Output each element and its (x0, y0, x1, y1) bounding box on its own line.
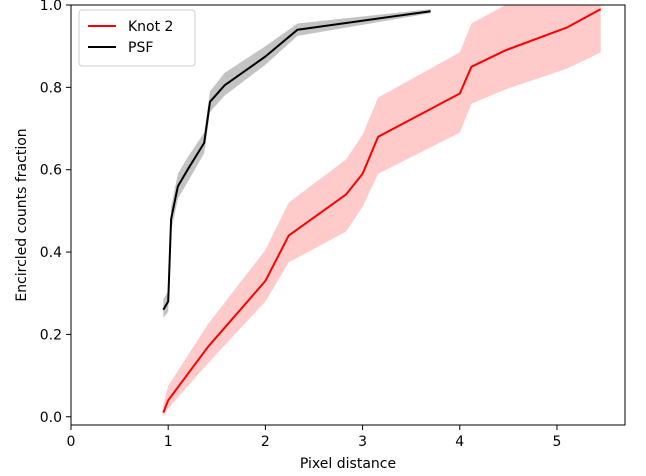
y-tick-label: 0.0 (40, 410, 62, 426)
x-tick-label: 3 (358, 434, 367, 450)
y-tick-label: 0.6 (40, 163, 62, 179)
x-tick-label: 5 (553, 434, 562, 450)
y-tick-label: 0.4 (40, 245, 62, 261)
y-axis-label: Encircled counts fraction (14, 128, 30, 301)
plot-area-frame (70, 4, 626, 426)
y-tick-label: 0.8 (40, 80, 62, 96)
x-tick-label: 0 (67, 434, 76, 450)
x-axis-label: Pixel distance (300, 456, 396, 472)
psf-band (163, 9, 431, 318)
legend-label-knot-2: Knot 2 (128, 19, 173, 35)
series-lines (162, 8, 602, 413)
y-tick-label: 0.2 (40, 327, 62, 343)
knot-2-band (163, 5, 601, 417)
x-tick-label: 4 (455, 434, 464, 450)
legend-label-psf: PSF (128, 40, 153, 56)
x-tick-label: 1 (164, 434, 173, 450)
x-axis-ticks: 0 1 2 3 4 5 (67, 425, 562, 450)
legend: Knot 2 PSF (78, 9, 196, 67)
y-tick-label: 1.0 (40, 0, 62, 14)
y-axis-ticks: 0.0 0.2 0.4 0.6 0.8 1.0 (40, 0, 71, 426)
confidence-bands (163, 5, 601, 417)
knot-2-line (162, 8, 602, 413)
x-tick-label: 2 (261, 434, 270, 450)
legend-box (78, 9, 196, 67)
psf-line (162, 10, 431, 311)
